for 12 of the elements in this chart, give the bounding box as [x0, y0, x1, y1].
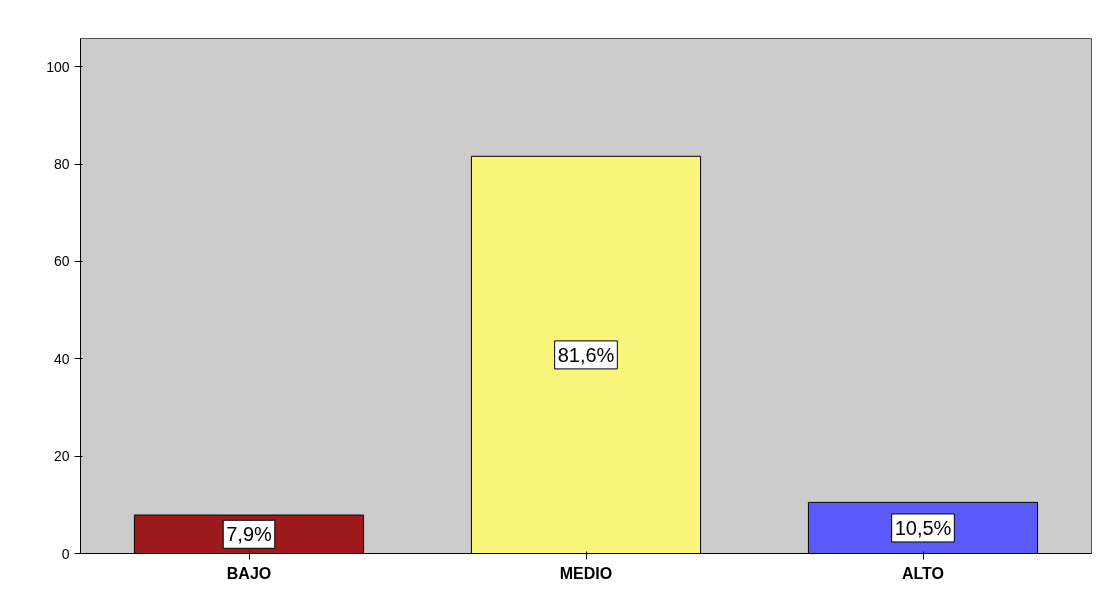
- y-tick-label: 60: [53, 253, 70, 270]
- y-tick-label: 100: [46, 58, 70, 75]
- x-tick-label: MEDIO: [559, 564, 613, 582]
- data-label: 7,9%: [226, 523, 273, 546]
- y-tick-label: 40: [53, 350, 70, 367]
- data-label: 10,5%: [894, 516, 952, 539]
- y-tick-label: 20: [53, 448, 70, 465]
- x-tick-label: ALTO: [901, 564, 945, 582]
- x-tick-label: BAJO: [226, 564, 272, 582]
- y-tick-label: 0: [61, 545, 70, 562]
- y-tick-label: 80: [53, 156, 70, 173]
- data-label: 81,6%: [557, 343, 615, 366]
